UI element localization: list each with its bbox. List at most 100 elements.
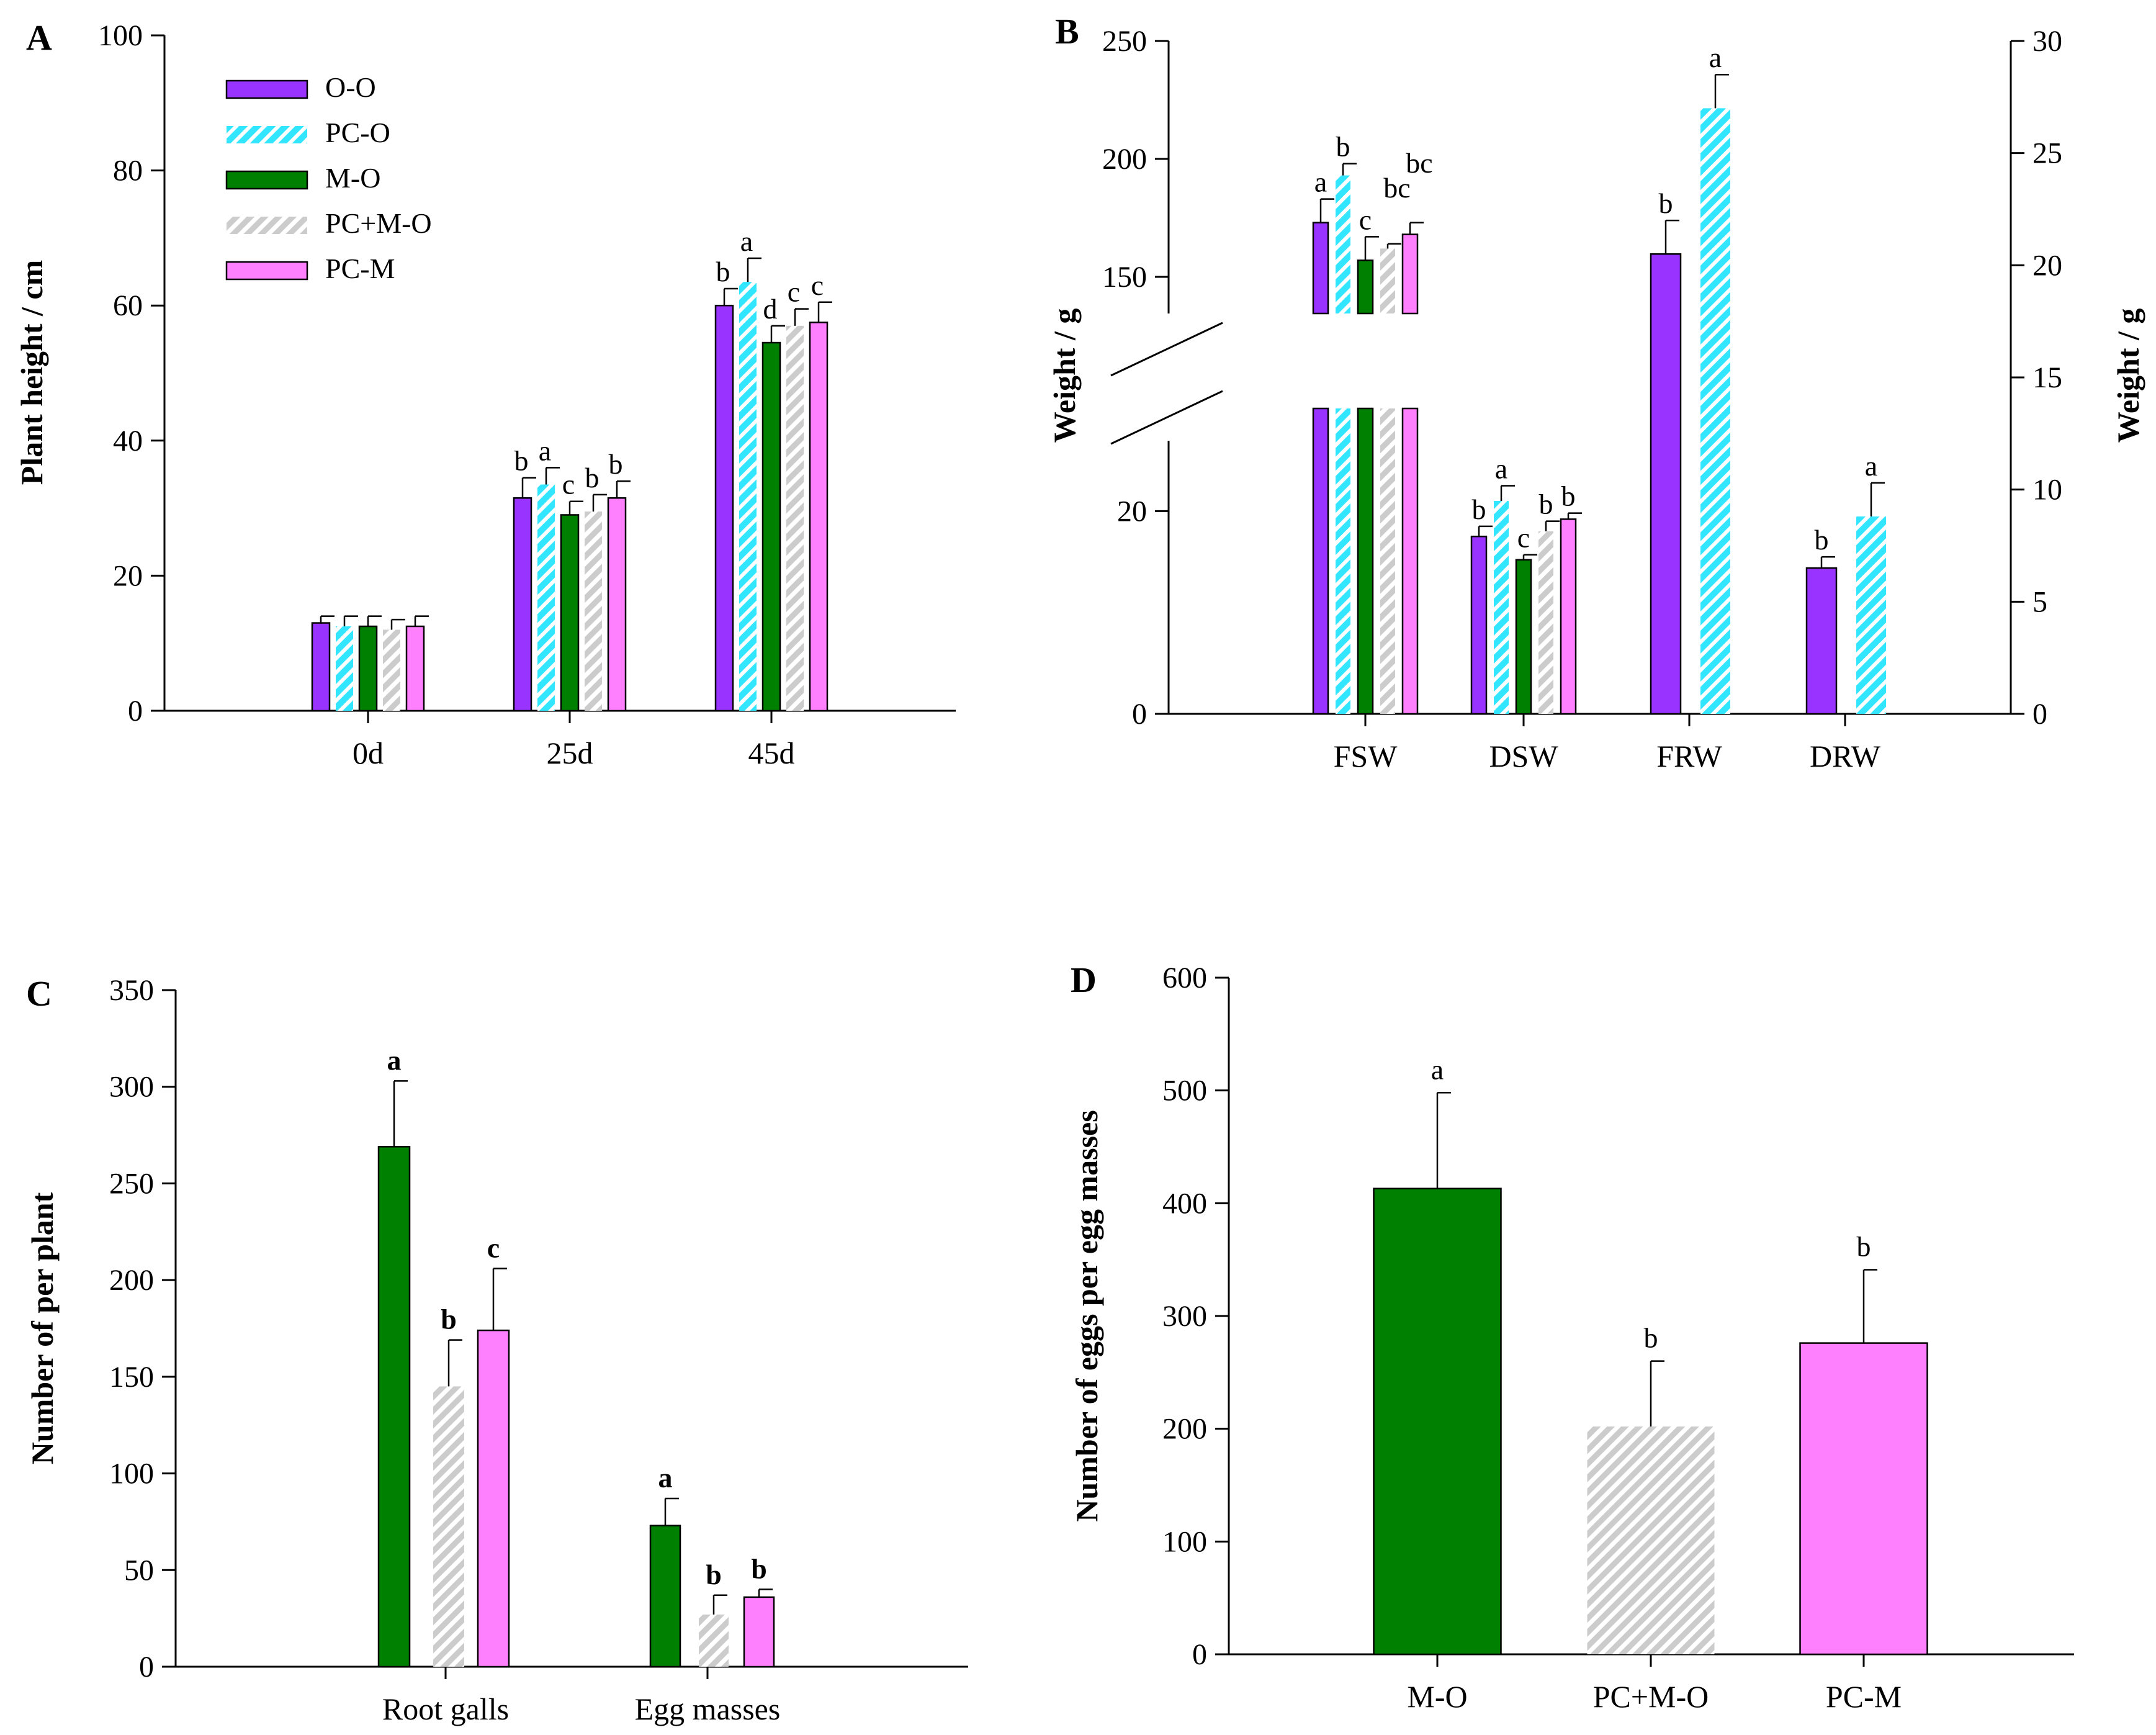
y-axis-tick-label: 60 xyxy=(113,289,143,322)
panel-b: B 0 20 150 200 250 0 5 10 15 20 25 30 Weight / g Weigh… xyxy=(1047,11,2145,773)
bar-PC-M xyxy=(1799,1342,1928,1656)
significance-letter: b xyxy=(585,462,600,493)
significance-letter: bc xyxy=(1383,172,1410,204)
significance-letter: b xyxy=(1561,480,1576,512)
right-axis-tick-label: 15 xyxy=(2032,361,2062,394)
bar-PC+M-O-FSW-upper xyxy=(1380,248,1395,313)
bar-PC-O-25d xyxy=(537,484,555,711)
y-axis-tick-label: 80 xyxy=(113,155,143,187)
bar-PC-M-0d xyxy=(405,625,425,712)
bar-O-O-DRW xyxy=(1805,567,1838,715)
y-axis-tick-label: 300 xyxy=(1162,1300,1207,1333)
y-axis-tick-label: 200 xyxy=(109,1264,154,1297)
significance-letter: b xyxy=(1659,187,1673,219)
x-tick-label: DRW xyxy=(1810,739,1881,773)
x-tick-label: 0d xyxy=(353,736,384,770)
bar-M-O-25d xyxy=(560,514,580,712)
significance-letter: b xyxy=(706,1559,722,1590)
left-axis-title: Weight / g xyxy=(1047,309,1082,443)
significance-letter: b xyxy=(751,1552,767,1584)
bar-PC+M-O-FSW-lower xyxy=(1380,408,1395,714)
x-tick-label: 45d xyxy=(748,736,795,770)
bar-PC-M-DSW xyxy=(1560,518,1577,715)
bar-PC+M-O xyxy=(1587,1426,1715,1654)
bar-PC-M-FSW-upper xyxy=(1401,233,1419,315)
significance-letter: a xyxy=(1709,42,1722,73)
left-axis-tick-label: 150 xyxy=(1102,261,1147,294)
bar-M-O-Egg masses xyxy=(649,1525,681,1668)
bar-PC-O-FSW-upper xyxy=(1336,175,1350,313)
legend-label: PC+M-O xyxy=(325,207,432,239)
significance-letter: a xyxy=(1314,166,1327,198)
y-axis-tick-label: 100 xyxy=(98,19,143,52)
legend-swatch xyxy=(225,170,308,190)
panel-label: C xyxy=(26,973,52,1014)
bar-PC-O-45d xyxy=(739,282,757,711)
axis-break-mark xyxy=(1110,322,1223,377)
bar-O-O-FSW-lower xyxy=(1312,407,1329,715)
right-axis-tick-label: 25 xyxy=(2032,137,2062,170)
significance-letter: bc xyxy=(1406,147,1432,179)
legend-label: O-O xyxy=(325,71,376,103)
bar-PC-O-0d xyxy=(336,626,353,711)
bar-PC-M-Root galls xyxy=(477,1329,510,1668)
axis-break-mark xyxy=(1110,390,1223,445)
left-axis-tick-label: 250 xyxy=(1102,25,1147,58)
significance-letter: a xyxy=(1431,1053,1444,1085)
panel-c: C 0 50 100 150 200 250 300 350 Number of per plan… xyxy=(25,973,968,1726)
bar-PC+M-O-Root galls xyxy=(433,1386,464,1667)
significance-letter: b xyxy=(1857,1231,1871,1263)
y-axis-tick-label: 250 xyxy=(109,1167,154,1200)
y-axis-title: Plant height / cm xyxy=(14,260,49,485)
bar-O-O-45d xyxy=(714,304,734,712)
significance-letter: b xyxy=(716,256,730,287)
left-axis-tick-label: 200 xyxy=(1102,143,1147,176)
legend-swatch xyxy=(227,126,307,143)
y-axis-title: Number of eggs per egg masses xyxy=(1069,1110,1104,1521)
bar-PC+M-O-0d xyxy=(383,629,400,711)
panel-label: A xyxy=(26,17,52,58)
significance-letter: b xyxy=(441,1304,457,1335)
y-axis-tick-label: 200 xyxy=(1162,1413,1207,1446)
panel-d: D 0 100 200 300 400 500 600 Number of eggs per e… xyxy=(1069,960,2074,1714)
y-axis-tick-label: 300 xyxy=(109,1071,154,1104)
significance-letter: b xyxy=(1336,131,1350,163)
legend-label: PC-O xyxy=(325,117,390,148)
bar-PC-O-FSW-lower xyxy=(1336,408,1350,714)
bar-PC-M-25d xyxy=(607,497,627,712)
x-tick-label: 25d xyxy=(547,736,593,770)
bar-PC+M-O-45d xyxy=(786,325,804,711)
bar-PC+M-O-25d xyxy=(585,511,602,711)
bar-O-O-25d xyxy=(513,497,532,712)
x-tick-label: Root galls xyxy=(382,1692,509,1726)
significance-letter: c xyxy=(562,469,575,500)
x-tick-label: PC+M-O xyxy=(1593,1679,1709,1714)
bar-PC-M-Egg masses xyxy=(743,1596,775,1668)
y-axis-tick-label: 0 xyxy=(139,1651,154,1683)
bar-O-O-FSW-upper xyxy=(1312,222,1329,315)
x-tick-label: Egg masses xyxy=(635,1692,781,1726)
legend-label: M-O xyxy=(325,162,380,194)
y-axis-tick-label: 0 xyxy=(1192,1638,1207,1671)
bar-PC+M-O-DSW xyxy=(1538,531,1553,714)
legend-swatch xyxy=(225,261,308,281)
right-axis-tick-label: 5 xyxy=(2032,585,2047,618)
x-tick-label: DSW xyxy=(1489,739,1558,773)
significance-letter: b xyxy=(609,448,623,480)
y-axis-tick-label: 350 xyxy=(109,974,154,1007)
bar-O-O-DSW xyxy=(1470,535,1488,715)
bar-M-O-FSW-lower xyxy=(1357,407,1374,715)
bar-PC-M-FSW-lower xyxy=(1401,407,1419,715)
significance-letter: a xyxy=(740,225,753,257)
x-tick-label: M-O xyxy=(1407,1679,1467,1714)
y-axis-tick-label: 50 xyxy=(124,1554,154,1587)
bar-M-O-Root galls xyxy=(377,1146,411,1668)
bar-M-O-45d xyxy=(761,341,781,712)
right-axis-tick-label: 0 xyxy=(2032,698,2047,731)
bar-PC+M-O-Egg masses xyxy=(699,1614,729,1667)
significance-letter: c xyxy=(788,276,800,308)
bar-M-O-0d xyxy=(358,625,378,712)
legend-swatch xyxy=(225,79,308,99)
